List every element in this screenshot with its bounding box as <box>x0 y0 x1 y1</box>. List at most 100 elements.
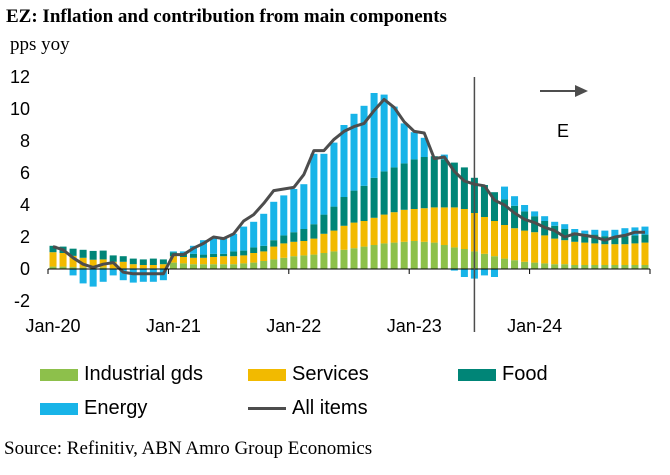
y-tick-label: 2 <box>20 227 30 247</box>
bar-services-nov-24 <box>631 243 639 265</box>
bar-food-sep-20 <box>129 258 137 265</box>
bar-energy-jul-22 <box>350 113 358 191</box>
bar-industrial-gds-jun-22 <box>340 249 348 269</box>
bar-industrial-gds-aug-23 <box>480 253 488 269</box>
bar-services-aug-23 <box>480 217 488 254</box>
bar-energy-aug-23 <box>480 269 488 276</box>
y-tick-label: 8 <box>20 131 30 151</box>
bar-services-may-21 <box>210 257 218 265</box>
y-tick-label: 4 <box>20 195 30 215</box>
bar-services-aug-24 <box>601 244 609 265</box>
legend-swatch-food <box>458 368 496 381</box>
bar-food-may-20 <box>89 250 97 260</box>
bar-energy-may-23 <box>450 269 458 271</box>
bar-services-jul-21 <box>230 256 238 265</box>
bar-energy-jan-23 <box>410 132 418 160</box>
bar-energy-may-21 <box>210 237 218 254</box>
bar-energy-feb-21 <box>179 251 187 253</box>
legend: Industrial gds Services Food Energy All … <box>40 363 640 433</box>
bar-services-oct-24 <box>621 244 629 265</box>
bar-industrial-gds-jul-21 <box>230 264 238 269</box>
bar-energy-sep-24 <box>611 229 619 237</box>
bar-services-nov-21 <box>270 246 278 260</box>
bar-services-dec-22 <box>400 209 408 242</box>
bar-energy-jun-22 <box>340 125 348 197</box>
bar-industrial-gds-mar-23 <box>430 242 438 269</box>
bar-energy-apr-22 <box>320 153 328 215</box>
bar-energy-jan-21 <box>169 251 177 253</box>
bar-industrial-gds-may-23 <box>450 247 458 269</box>
x-tick-label: Jan-24 <box>507 316 562 336</box>
bar-food-aug-23 <box>480 185 488 217</box>
bar-food-nov-23 <box>511 205 519 229</box>
y-axis: -2 0 2 4 6 8 10 12 <box>10 67 30 311</box>
legend-line-all-items <box>248 407 286 410</box>
bar-industrial-gds-feb-21 <box>179 263 187 269</box>
bar-industrial-gds-feb-20 <box>59 266 67 269</box>
bar-energy-aug-22 <box>360 105 368 186</box>
x-tick-label: Jan-23 <box>387 316 442 336</box>
bar-food-dec-20 <box>159 259 167 265</box>
bar-energy-mar-20 <box>69 269 77 276</box>
bar-food-jan-22 <box>290 232 298 242</box>
bar-services-sep-23 <box>490 221 498 257</box>
bar-industrial-gds-dec-24 <box>641 265 649 269</box>
bar-services-oct-23 <box>501 225 509 259</box>
bar-industrial-gds-jul-22 <box>350 248 358 269</box>
bar-food-apr-20 <box>79 249 87 258</box>
x-tick-label: Jan-22 <box>266 316 321 336</box>
bar-industrial-gds-jun-23 <box>460 249 468 269</box>
legend-label-energy: Energy <box>84 397 148 419</box>
bar-energy-may-20 <box>89 269 97 287</box>
bar-energy-mar-24 <box>551 221 559 226</box>
bar-food-dec-23 <box>521 211 529 231</box>
legend-item-food: Food <box>458 363 548 386</box>
bar-energy-jun-24 <box>581 230 589 234</box>
bar-industrial-gds-feb-24 <box>541 263 549 269</box>
bar-services-nov-20 <box>149 265 157 269</box>
bar-food-aug-21 <box>240 250 248 256</box>
bar-energy-jun-21 <box>220 237 228 254</box>
bar-services-aug-21 <box>240 255 248 264</box>
bar-industrial-gds-aug-24 <box>601 265 609 269</box>
bar-food-dec-24 <box>641 234 649 243</box>
bar-services-jan-22 <box>290 241 298 257</box>
bar-industrial-gds-aug-22 <box>360 246 368 269</box>
bar-industrial-gds-oct-22 <box>380 243 388 269</box>
bar-services-mar-20 <box>69 255 77 268</box>
bar-industrial-gds-jun-20 <box>99 267 107 269</box>
bar-food-nov-22 <box>390 167 398 213</box>
bar-energy-oct-21 <box>260 213 268 246</box>
bar-services-aug-22 <box>360 221 368 247</box>
bar-energy-feb-24 <box>541 216 549 221</box>
forecast-annotation: E <box>473 77 588 332</box>
bar-food-sep-21 <box>250 247 258 253</box>
bar-energy-jul-20 <box>109 269 117 276</box>
legend-label-all-items: All items <box>292 397 368 419</box>
bar-industrial-gds-nov-22 <box>390 242 398 269</box>
bar-industrial-gds-jan-23 <box>410 241 418 269</box>
bar-industrial-gds-apr-24 <box>561 264 569 269</box>
bar-industrial-gds-apr-21 <box>200 264 208 269</box>
legend-swatch-industrial-gds <box>40 368 78 381</box>
bar-food-nov-21 <box>270 240 278 247</box>
legend-item-energy: Energy <box>40 397 147 420</box>
bar-energy-jul-24 <box>591 229 599 235</box>
bar-food-jul-22 <box>350 190 358 223</box>
bar-food-may-21 <box>210 253 218 257</box>
source-note: Source: Refinitiv, ABN Amro Group Econom… <box>4 438 373 459</box>
bar-industrial-gds-apr-20 <box>79 267 87 269</box>
bar-industrial-gds-feb-23 <box>420 241 428 269</box>
bar-services-jul-20 <box>109 261 117 269</box>
bar-services-sep-24 <box>611 244 619 265</box>
bar-services-apr-22 <box>320 233 328 253</box>
bar-energy-dec-21 <box>280 195 288 236</box>
bar-industrial-gds-nov-23 <box>511 260 519 269</box>
bar-industrial-gds-aug-21 <box>240 263 248 269</box>
bar-food-may-22 <box>330 206 338 231</box>
bar-services-jan-23 <box>410 209 418 241</box>
bar-food-jul-21 <box>230 251 238 257</box>
bar-food-apr-21 <box>200 254 208 258</box>
y-tick-label: 10 <box>10 99 30 119</box>
bar-food-feb-22 <box>300 229 308 241</box>
